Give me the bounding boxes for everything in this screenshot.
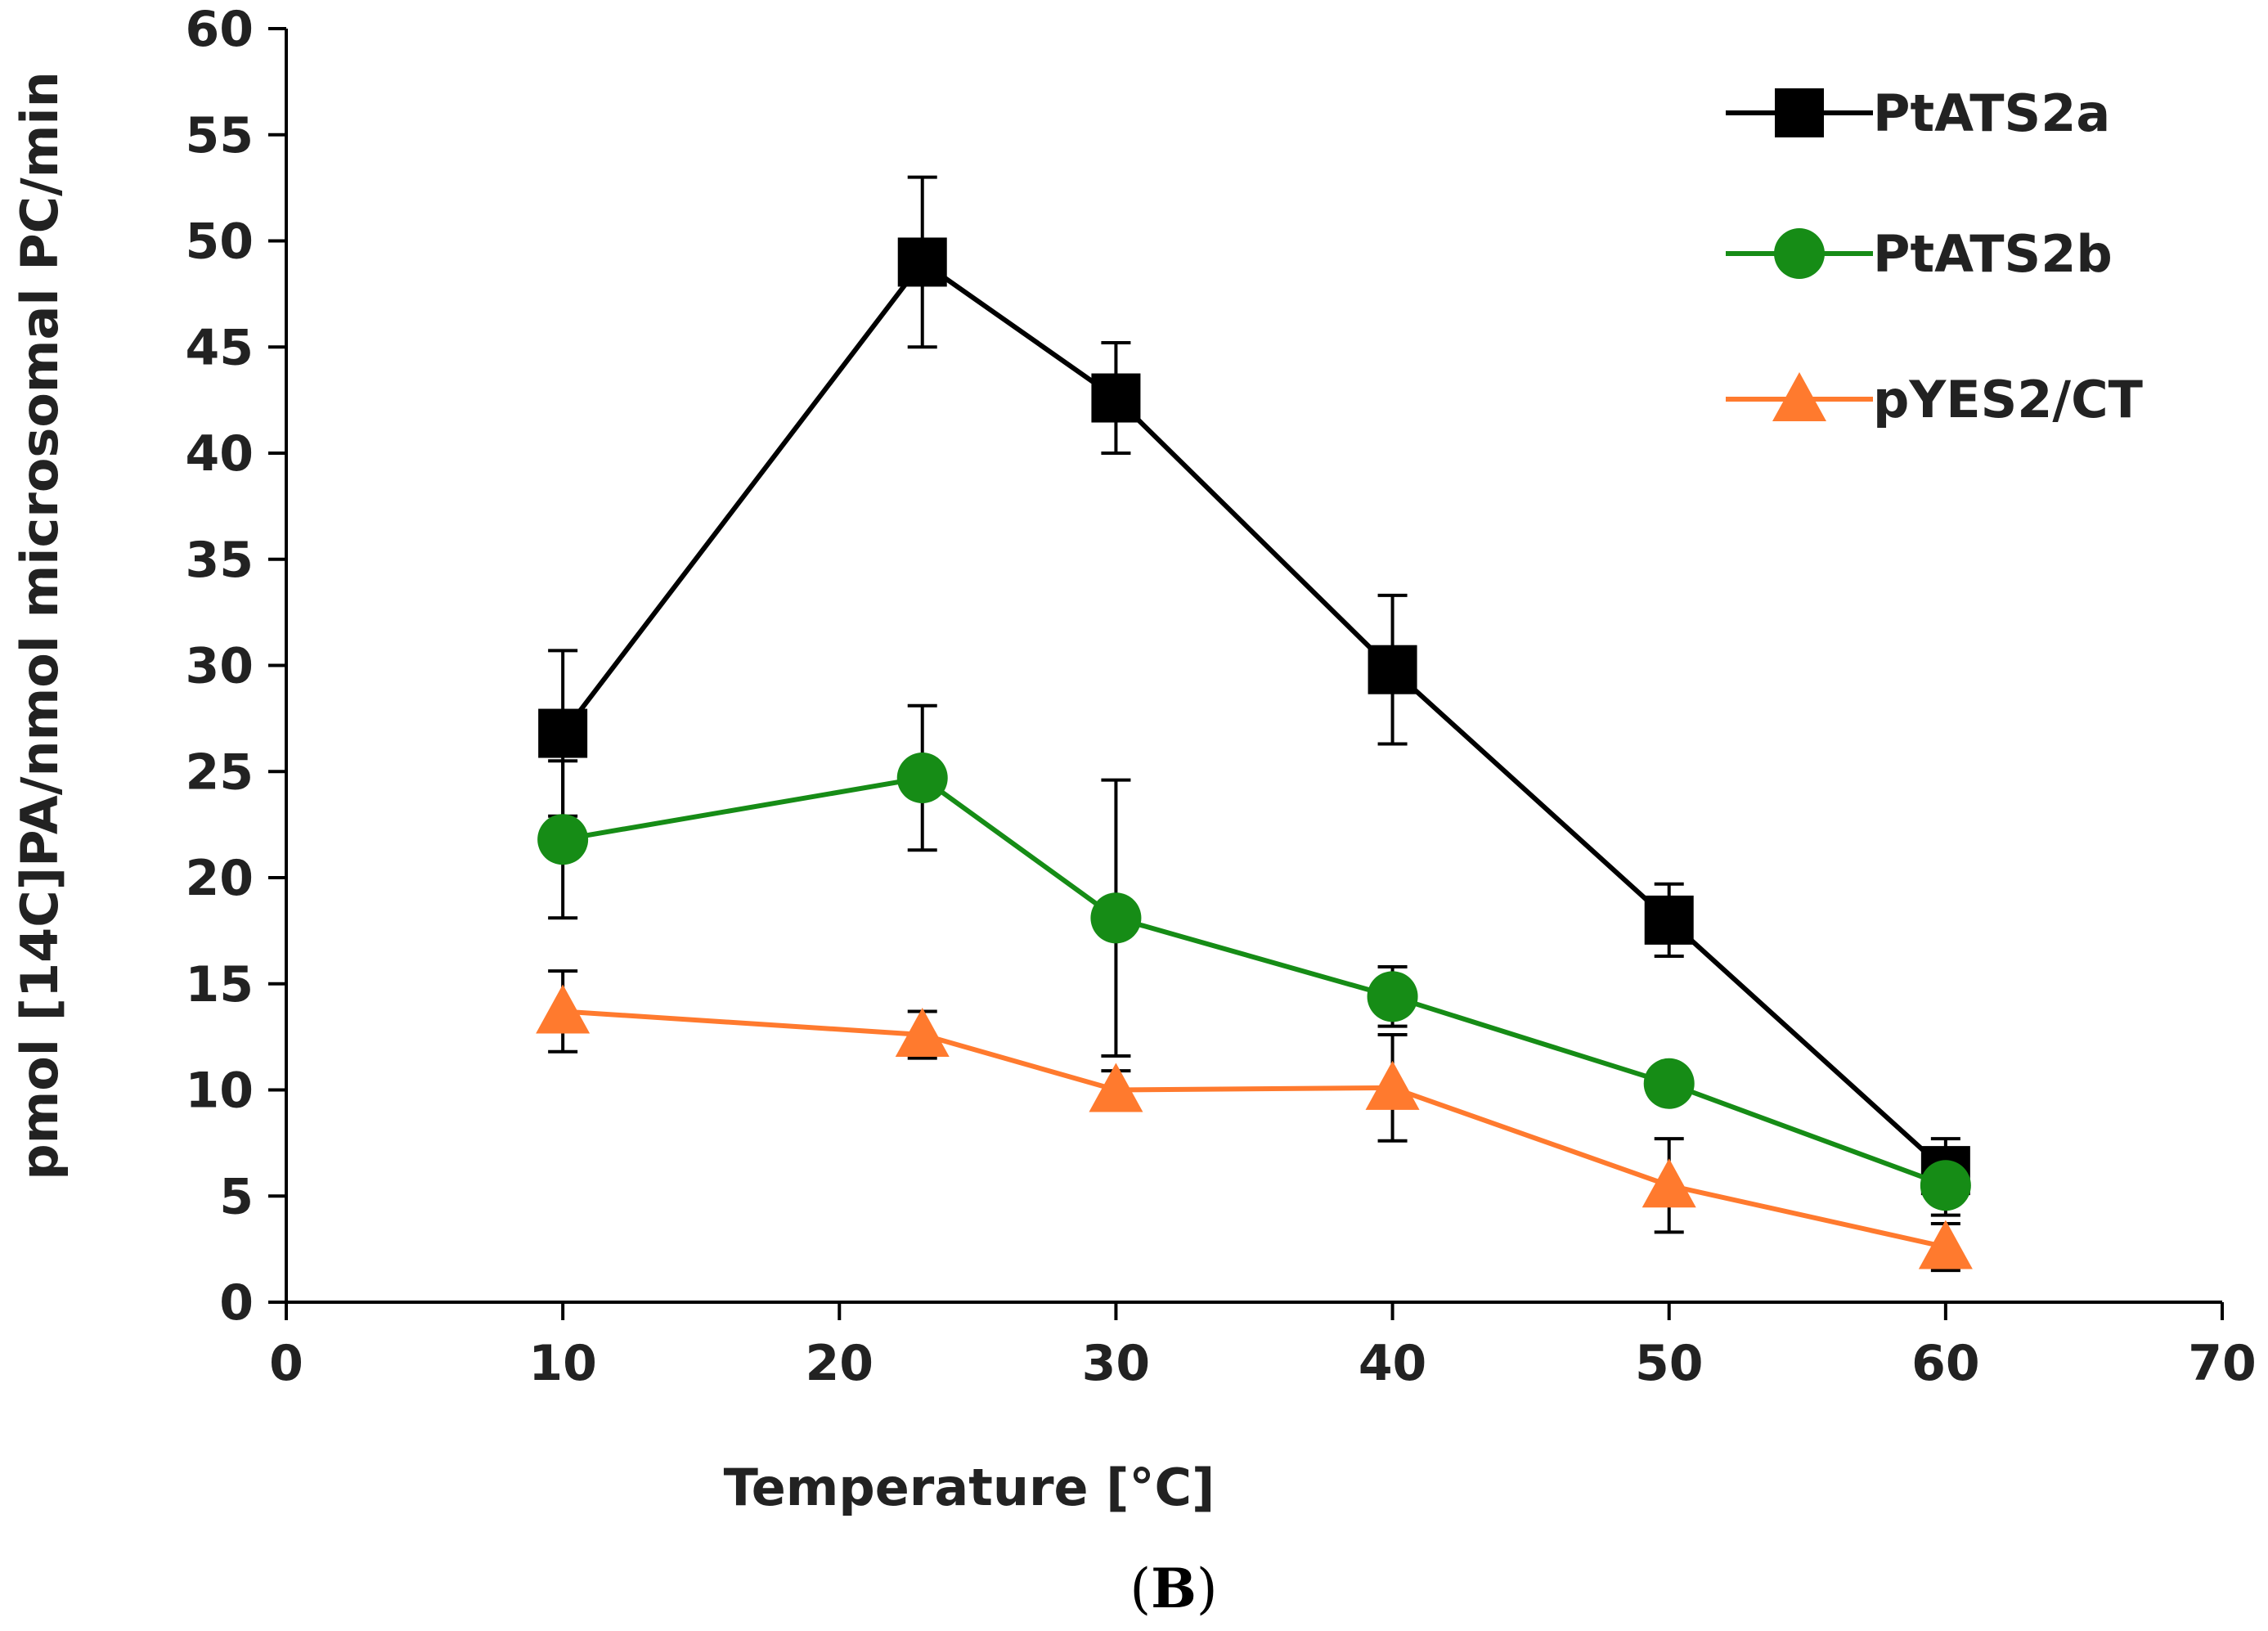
y-tick-label: 40: [186, 425, 254, 483]
data-point: [1920, 1160, 1971, 1211]
legend-label: PtATS2a: [1873, 83, 2110, 143]
series-line: [562, 1009, 1947, 1250]
panel-label-open: (: [1130, 1557, 1151, 1620]
data-point: [896, 753, 948, 804]
x-tick-label: 0: [269, 1335, 303, 1392]
x-tick-label: 50: [1635, 1335, 1704, 1392]
y-tick-label: 15: [186, 956, 254, 1013]
x-axis-title: Temperature [°C]: [724, 1458, 1215, 1517]
x-tick-label: 70: [2188, 1335, 2257, 1392]
y-tick-label: 20: [186, 850, 254, 907]
y-tick-label: 0: [219, 1274, 254, 1332]
y-tick-label: 50: [186, 213, 254, 271]
legend-item: PtATS2a: [1726, 83, 2110, 143]
series-line: [560, 259, 1947, 1173]
legend-label: pYES2/CT: [1873, 370, 2143, 429]
legend-item: PtATS2b: [1726, 224, 2113, 284]
data-point: [1644, 895, 1694, 945]
data-point: [1365, 1060, 1420, 1110]
data-point: [538, 708, 588, 758]
data-point: [1641, 1158, 1696, 1208]
series-layer: [536, 175, 1973, 1273]
data-point: [895, 1008, 950, 1058]
data-point: [1643, 1058, 1695, 1109]
data-point: [536, 984, 591, 1034]
legend-swatch-marker: [1775, 88, 1824, 137]
series-ptats2a: [538, 175, 1970, 1205]
x-tick-label: 40: [1359, 1335, 1427, 1392]
x-tick-label: 30: [1082, 1335, 1151, 1392]
data-point: [1089, 1063, 1143, 1112]
series-pyes2-ct: [536, 969, 1973, 1273]
data-point: [1367, 971, 1418, 1022]
panel-label: (B): [1130, 1557, 1217, 1620]
series-line: [562, 775, 1947, 1188]
legend-swatch-marker: [1772, 372, 1826, 421]
data-point: [1091, 373, 1141, 423]
data-point: [537, 814, 589, 865]
data-point: [1090, 892, 1142, 944]
y-tick-label: 35: [186, 532, 254, 589]
x-ticks: 0 10 20 30 40 50 60 70: [269, 1302, 2257, 1392]
x-tick-label: 10: [528, 1335, 597, 1392]
y-ticks: 0 5 10 15 20 25 30 35 40 45 50 55 60: [186, 1, 286, 1332]
y-tick-label: 60: [186, 1, 254, 58]
panel-label-close: ): [1197, 1557, 1218, 1620]
legend-label: PtATS2b: [1873, 224, 2113, 284]
data-point: [1918, 1220, 1973, 1269]
data-point: [1368, 645, 1417, 694]
series-ptats2b: [537, 703, 1971, 1217]
legend-swatch-marker: [1774, 228, 1825, 279]
legend: PtATS2a PtATS2b pYES2/CT: [1726, 83, 2143, 429]
y-tick-label: 5: [219, 1168, 254, 1225]
y-tick-label: 30: [186, 638, 254, 695]
y-tick-label: 25: [186, 744, 254, 801]
y-tick-label: 55: [186, 107, 254, 164]
y-axis-title: pmol [14C]PA/nmol microsomal PC/min: [10, 71, 70, 1180]
x-tick-label: 60: [1911, 1335, 1980, 1392]
x-tick-label: 20: [806, 1335, 874, 1392]
data-point: [897, 237, 947, 287]
panel-label-letter: B: [1151, 1557, 1197, 1620]
y-tick-label: 45: [186, 319, 254, 376]
axes: 0 5 10 15 20 25 30 35 40 45 50 55 60 0 10 20 30 40 50 60 70: [186, 1, 2257, 1392]
y-tick-label: 10: [186, 1063, 254, 1120]
legend-item: pYES2/CT: [1726, 370, 2143, 429]
